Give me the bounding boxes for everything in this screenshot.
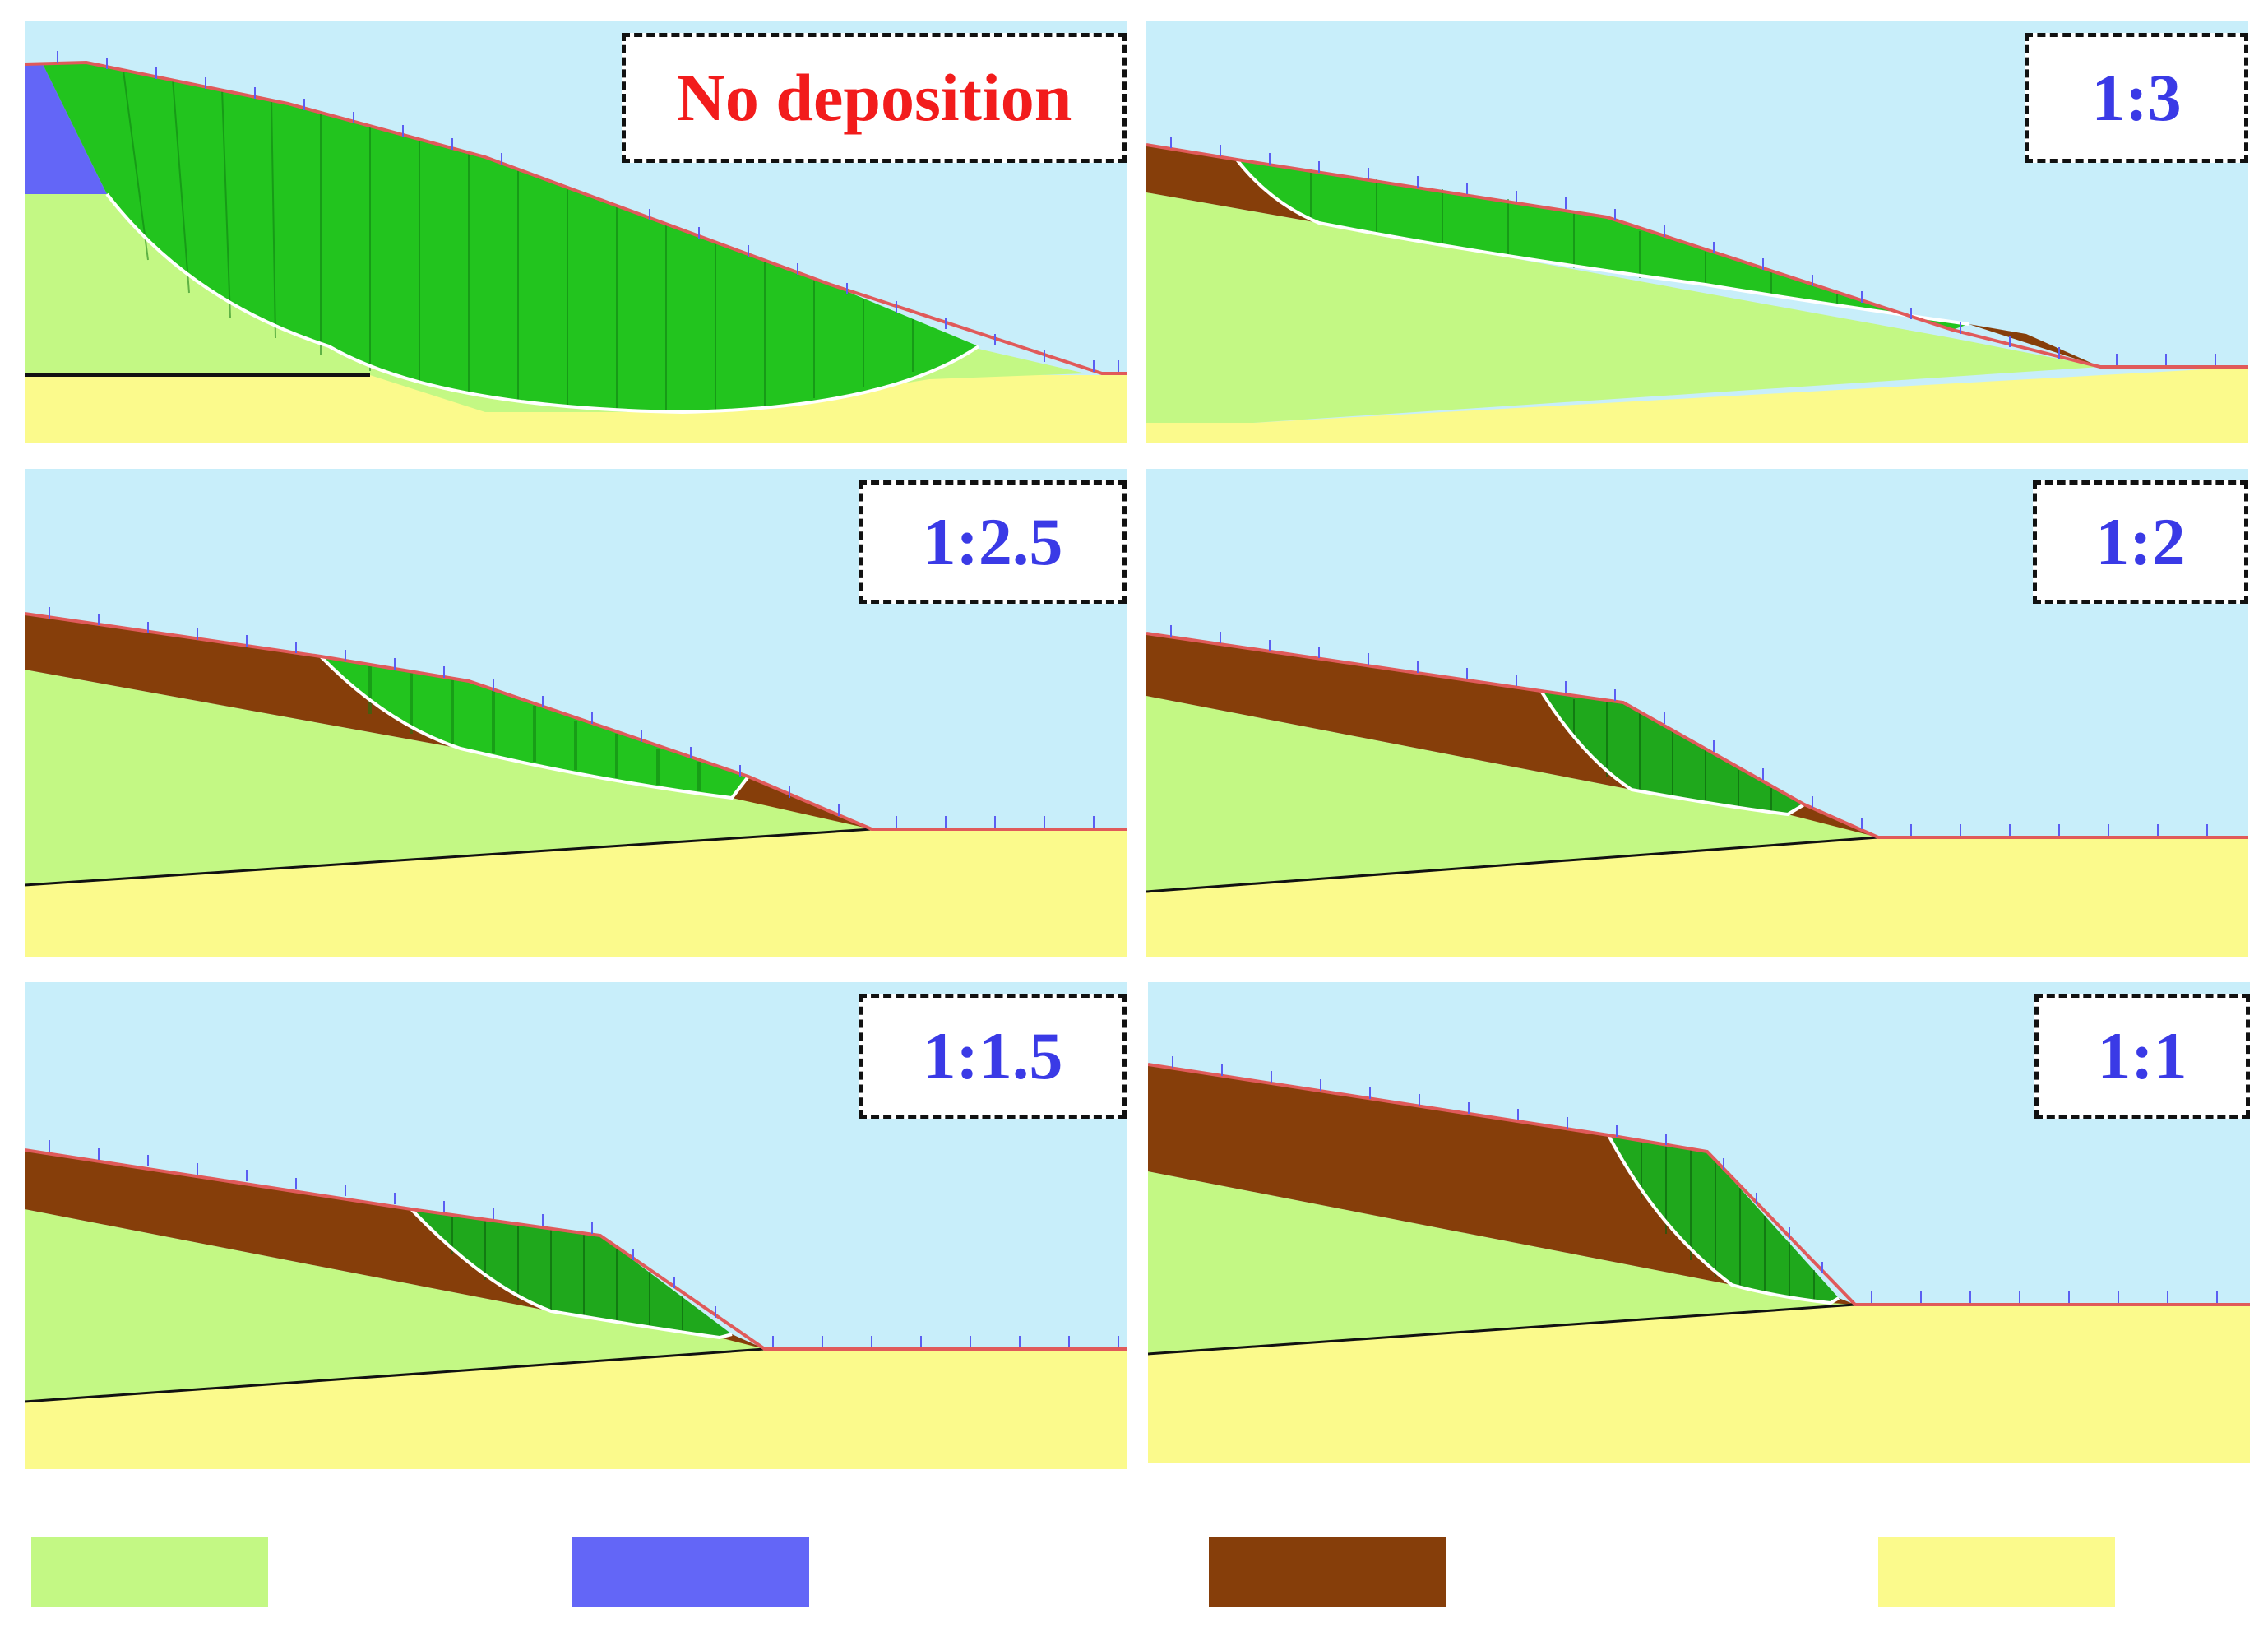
panel-label: 1:2.5 [859,480,1127,604]
panel-label: 1:1.5 [859,994,1127,1119]
panel-label-text: 1:1 [2097,1018,2187,1093]
panel-1-2: 1:2 [1146,469,2248,957]
panel-label-text: 1:2 [2095,504,2186,579]
panel-1-1: 1:1 [1148,982,2250,1463]
legend-swatch-fill-soil [31,1537,268,1607]
panel-1-2-5: 1:2.5 [25,469,1127,957]
panel-label: 1:2 [2033,480,2248,604]
panel-label-text: No deposition [676,60,1072,135]
slope-section-1-1 [1148,982,2250,1463]
panel-1-1-5: 1:1.5 [25,982,1127,1469]
legend-swatch-deposit [1209,1537,1446,1607]
slope-section-1-2 [1146,469,2248,957]
panel-label: No deposition [622,33,1127,163]
legend-swatch-water [572,1537,809,1607]
slope-section-1-1-5 [25,982,1127,1469]
panel-label-text: 1:3 [2091,60,2182,135]
panel-no-deposition: No deposition [25,21,1127,443]
panel-label: 1:1 [2034,994,2250,1119]
panel-label-text: 1:1.5 [922,1018,1063,1093]
panel-1-3: 1:3 [1146,21,2248,443]
legend-swatch-bedrock [1878,1537,2115,1607]
panel-label: 1:3 [2025,33,2248,163]
panel-label-text: 1:2.5 [922,504,1063,579]
